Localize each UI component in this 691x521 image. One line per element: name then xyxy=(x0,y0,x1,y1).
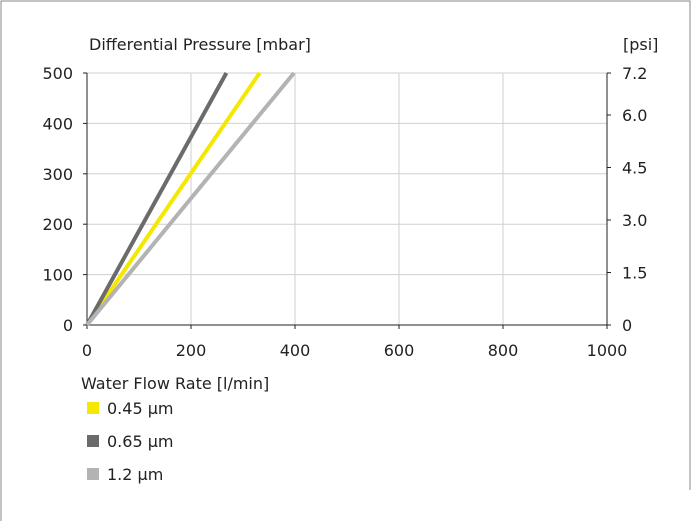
x-tick-label: 800 xyxy=(488,341,519,360)
x-tick-label: 0 xyxy=(82,341,92,360)
x-tick-label: 600 xyxy=(384,341,415,360)
y-tick-label: 200 xyxy=(42,215,73,234)
x-tick-label: 400 xyxy=(280,341,311,360)
tick-labels: 0 100 200 300 400 500 0 1.5 3.0 4.5 6.0 7.2 0 200 400 6… xyxy=(42,64,647,360)
y-right-tick-label: 4.5 xyxy=(622,159,647,178)
x-axis-title: Water Flow Rate [l/min] xyxy=(81,374,269,393)
series-line xyxy=(85,71,296,327)
x-tick-label: 1000 xyxy=(587,341,628,360)
y-tick-label: 300 xyxy=(42,165,73,184)
legend-swatch xyxy=(87,468,99,480)
y-right-tick-label: 6.0 xyxy=(622,106,647,125)
y-right-tick-label: 3.0 xyxy=(622,211,647,230)
gridlines xyxy=(87,72,607,325)
y-tick-label: 400 xyxy=(42,114,73,133)
axes xyxy=(83,72,611,329)
y-tick-label: 500 xyxy=(42,64,73,83)
y-tick-label: 0 xyxy=(63,316,73,335)
y-tick-label: 100 xyxy=(42,266,73,285)
series-line xyxy=(85,71,262,327)
y-right-tick-label: 0 xyxy=(622,316,632,335)
legend-swatch xyxy=(87,402,99,414)
legend-label: 0.45 µm xyxy=(107,399,173,418)
legend: 0.45 µm 0.65 µm 1.2 µm xyxy=(87,399,173,484)
legend-swatch xyxy=(87,435,99,447)
legend-label: 1.2 µm xyxy=(107,465,163,484)
series-line xyxy=(85,72,229,326)
legend-label: 0.65 µm xyxy=(107,432,173,451)
y-axis-right-title: [psi] xyxy=(623,35,658,54)
y-right-tick-label: 1.5 xyxy=(622,264,647,283)
x-tick-label: 200 xyxy=(176,341,207,360)
series-lines xyxy=(85,71,296,327)
y-right-tick-label: 7.2 xyxy=(622,64,647,83)
y-axis-title: Differential Pressure [mbar] xyxy=(89,35,311,54)
